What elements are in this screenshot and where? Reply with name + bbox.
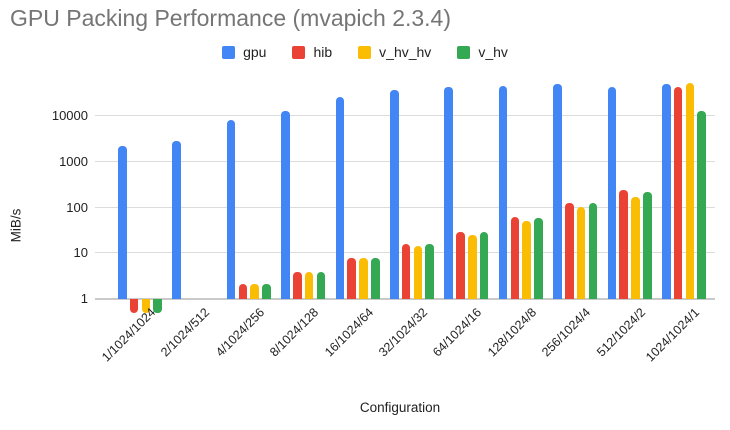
legend-swatch-hib: [292, 45, 306, 59]
bar-v_hv_hv-32/1024/32[interactable]: [413, 246, 423, 299]
bar-v_hv_hv-256/1024/4[interactable]: [576, 207, 586, 299]
y-tick-label: 10000: [51, 108, 88, 124]
bar-v_hv_hv-4/1024/256[interactable]: [250, 284, 259, 299]
bar-v_hv_hv-8/1024/128[interactable]: [304, 272, 314, 299]
bar-hib-4/1024/256[interactable]: [238, 284, 248, 299]
gridline: [95, 206, 715, 208]
legend-item-v_hv_hv[interactable]: v_hv_hv: [358, 44, 431, 60]
bar-gpu-16/1024/64[interactable]: [335, 97, 345, 299]
bar-v_hv_hv-512/1024/2[interactable]: [631, 197, 640, 299]
x-axis-title: Configuration: [359, 400, 441, 415]
bar-gpu-1024/1024/1[interactable]: [662, 83, 671, 299]
bar-v_hv_hv-128/1024/8[interactable]: [522, 221, 531, 299]
chart-title: GPU Packing Performance (mvapich 2.3.4): [10, 5, 452, 31]
bar-v_hv_hv-16/1024/64[interactable]: [359, 258, 368, 299]
bar-v_hv-512/1024/2[interactable]: [643, 191, 652, 299]
legend-label: v_hv_hv: [379, 44, 432, 60]
bar-gpu-512/1024/2[interactable]: [607, 86, 617, 299]
bar-gpu-1/1024/1024[interactable]: [118, 146, 127, 299]
x-axis-line: [95, 298, 715, 300]
legend-swatch-v_hv_hv: [358, 45, 372, 59]
bar-hib-1024/1024/1[interactable]: [673, 86, 683, 299]
legend-label: gpu: [243, 44, 267, 60]
y-tick-label: 1: [80, 291, 88, 306]
legend: gpu hib v_hv_hv v_hv: [0, 42, 730, 62]
bar-gpu-8/1024/128[interactable]: [281, 111, 290, 299]
bar-gpu-4/1024/256[interactable]: [226, 119, 236, 299]
legend-label: hib: [313, 44, 333, 60]
bar-hib-1/1024/1024[interactable]: [129, 299, 139, 313]
bar-gpu-256/1024/4[interactable]: [553, 83, 562, 299]
bar-hib-16/1024/64[interactable]: [347, 258, 356, 299]
bar-v_hv_hv-1024/1024/1[interactable]: [685, 83, 695, 299]
legend-item-v_hv[interactable]: v_hv: [457, 44, 508, 60]
gridline: [95, 115, 715, 117]
legend-label: v_hv: [478, 44, 508, 60]
y-tick-label: 1000: [59, 154, 88, 170]
bar-v_hv-16/1024/64[interactable]: [371, 257, 380, 299]
bar-v_hv-256/1024/4[interactable]: [588, 203, 598, 299]
bar-hib-8/1024/128[interactable]: [293, 271, 302, 299]
legend-item-hib[interactable]: hib: [292, 44, 332, 60]
bar-gpu-2/1024/512[interactable]: [172, 141, 181, 299]
bar-v_hv-64/1024/16[interactable]: [479, 231, 489, 299]
legend-item-gpu[interactable]: gpu: [222, 44, 266, 60]
bar-gpu-32/1024/32[interactable]: [390, 89, 399, 299]
bar-v_hv-1/1024/1024[interactable]: [153, 299, 162, 313]
bar-hib-256/1024/4[interactable]: [565, 203, 574, 299]
bar-hib-64/1024/16[interactable]: [456, 231, 465, 299]
bar-v_hv_hv-64/1024/16[interactable]: [468, 235, 477, 299]
y-tick-label: 10: [73, 245, 88, 261]
bar-gpu-128/1024/8[interactable]: [498, 85, 508, 299]
bar-hib-32/1024/32[interactable]: [401, 244, 411, 299]
bar-v_hv-128/1024/8[interactable]: [534, 217, 543, 299]
bar-gpu-64/1024/16[interactable]: [444, 86, 453, 299]
gridline: [95, 161, 715, 163]
bar-v_hv-32/1024/32[interactable]: [425, 244, 434, 299]
bar-v_hv-1024/1024/1[interactable]: [697, 111, 706, 299]
bar-hib-512/1024/2[interactable]: [619, 190, 628, 299]
bar-hib-128/1024/8[interactable]: [510, 216, 520, 299]
y-tick-label: 100: [66, 199, 88, 215]
legend-swatch-v_hv: [457, 45, 471, 59]
bar-v_hv-8/1024/128[interactable]: [316, 271, 326, 299]
legend-swatch-gpu: [222, 45, 236, 59]
bar-v_hv-4/1024/256[interactable]: [262, 284, 271, 299]
bar-v_hv_hv-1/1024/1024[interactable]: [141, 299, 151, 313]
y-axis-title: MiB/s: [8, 208, 24, 243]
